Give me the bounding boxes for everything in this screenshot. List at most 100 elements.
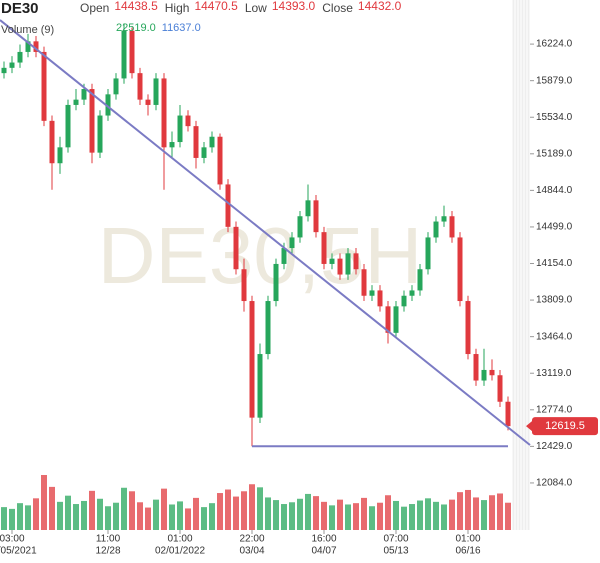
candle-body: [89, 89, 95, 153]
volume-bar: [441, 504, 447, 530]
header-field-value: 14438.5: [114, 0, 158, 13]
last-price-tag: [532, 417, 598, 436]
volume-bar: [449, 499, 455, 530]
volume-bar: [385, 495, 391, 530]
volume-bar: [433, 501, 439, 530]
candle-body: [9, 62, 15, 68]
candle-body: [257, 354, 263, 418]
volume-bar: [89, 490, 95, 530]
candle-body: [65, 104, 71, 148]
volume-bar: [17, 503, 23, 530]
candle-body: [49, 120, 55, 164]
y-tick-label: 16224.0: [536, 39, 573, 50]
volume-bar: [25, 505, 31, 530]
volume-bar: [281, 504, 287, 530]
candle-body: [473, 354, 479, 381]
candle-body: [153, 78, 159, 105]
volume-bar: [233, 496, 239, 530]
volume-bar: [465, 489, 471, 530]
candle-body: [377, 290, 383, 307]
volume-bar: [9, 508, 15, 530]
candle-body: [129, 30, 135, 74]
y-tick-label: 15534.0: [536, 112, 573, 123]
x-tick-date: 05/13: [383, 546, 408, 557]
candle-body: [433, 221, 439, 238]
volume-bar: [473, 497, 479, 530]
volume-bar: [337, 499, 343, 530]
candle-body: [185, 115, 191, 127]
volume-bar: [265, 497, 271, 530]
candle-body: [33, 41, 39, 52]
volume-bar: [329, 505, 335, 530]
header-field-value: 14432.0: [358, 0, 402, 13]
header-field-value: 14470.5: [194, 0, 238, 13]
volume-bar: [97, 498, 103, 530]
volume-bar: [393, 500, 399, 530]
plot-area: [0, 19, 531, 530]
volume-bar: [345, 504, 351, 530]
candle-body: [337, 258, 343, 275]
volume-bar: [401, 506, 407, 530]
volume-bar: [457, 492, 463, 530]
y-tick-label: 15189.0: [536, 148, 573, 159]
candle-body: [273, 263, 279, 302]
x-tick-time: 01:00: [167, 534, 192, 545]
volume-bar: [209, 503, 215, 530]
candle-body: [353, 253, 359, 270]
candle-body: [361, 269, 367, 296]
header: DE30 Open 14438.5 High 14470.5 Low 14393.0 Clos…: [1, 0, 402, 36]
volume-bar: [489, 495, 495, 530]
volume-header-name: Volume (9): [1, 24, 54, 36]
y-tick-label: 14499.0: [536, 222, 573, 233]
x-tick-date: 06/16: [455, 546, 480, 557]
x-tick-date: 02/01/2022: [155, 546, 205, 557]
candle-body: [329, 258, 335, 264]
volume-header-value: 11637.0: [162, 22, 201, 34]
candle-body: [97, 115, 103, 153]
volume-bar: [361, 497, 367, 530]
x-tick-time: 01:00: [455, 534, 480, 545]
candle-body: [81, 89, 87, 100]
volume-bar: [417, 500, 423, 530]
header-field-value: 14393.0: [272, 0, 316, 13]
trendline: [0, 19, 531, 446]
candle-body: [345, 253, 351, 275]
candle-body: [169, 142, 175, 148]
volume-bar: [273, 500, 279, 530]
candle-body: [321, 232, 327, 264]
volume-bar: [73, 504, 79, 530]
candle-body: [209, 136, 215, 148]
volume-bar: [289, 502, 295, 530]
candle-body: [465, 301, 471, 355]
volume-bar: [65, 495, 71, 530]
volume-bar: [49, 486, 55, 530]
volume-bar: [201, 507, 207, 530]
y-tick-label: 14844.0: [536, 185, 573, 196]
volume-bar: [505, 502, 511, 530]
x-tick-time: 16:00: [311, 534, 336, 545]
candle-body: [25, 41, 31, 52]
volume-bar: [193, 497, 199, 530]
candle-body: [217, 136, 223, 185]
volume-bar: [425, 498, 431, 530]
candle-body: [177, 115, 183, 143]
last-price-label: 12619.5: [545, 420, 585, 432]
volume-bar: [353, 503, 359, 530]
candle-body: [297, 216, 303, 238]
candle-body: [137, 73, 143, 100]
candle-body: [161, 78, 167, 148]
y-tick-label: 14154.0: [536, 258, 573, 269]
volume-bar: [297, 498, 303, 530]
volume-bar: [33, 498, 39, 530]
volume-bar: [409, 504, 415, 530]
volume-bar: [81, 500, 87, 530]
candle-body: [105, 94, 111, 116]
volume-bar: [113, 502, 119, 530]
volume-bar: [241, 491, 247, 530]
volume-bar: [121, 487, 127, 530]
candle-body: [289, 237, 295, 249]
candle-body: [57, 147, 63, 164]
x-tick-date: 03/04: [239, 546, 264, 557]
